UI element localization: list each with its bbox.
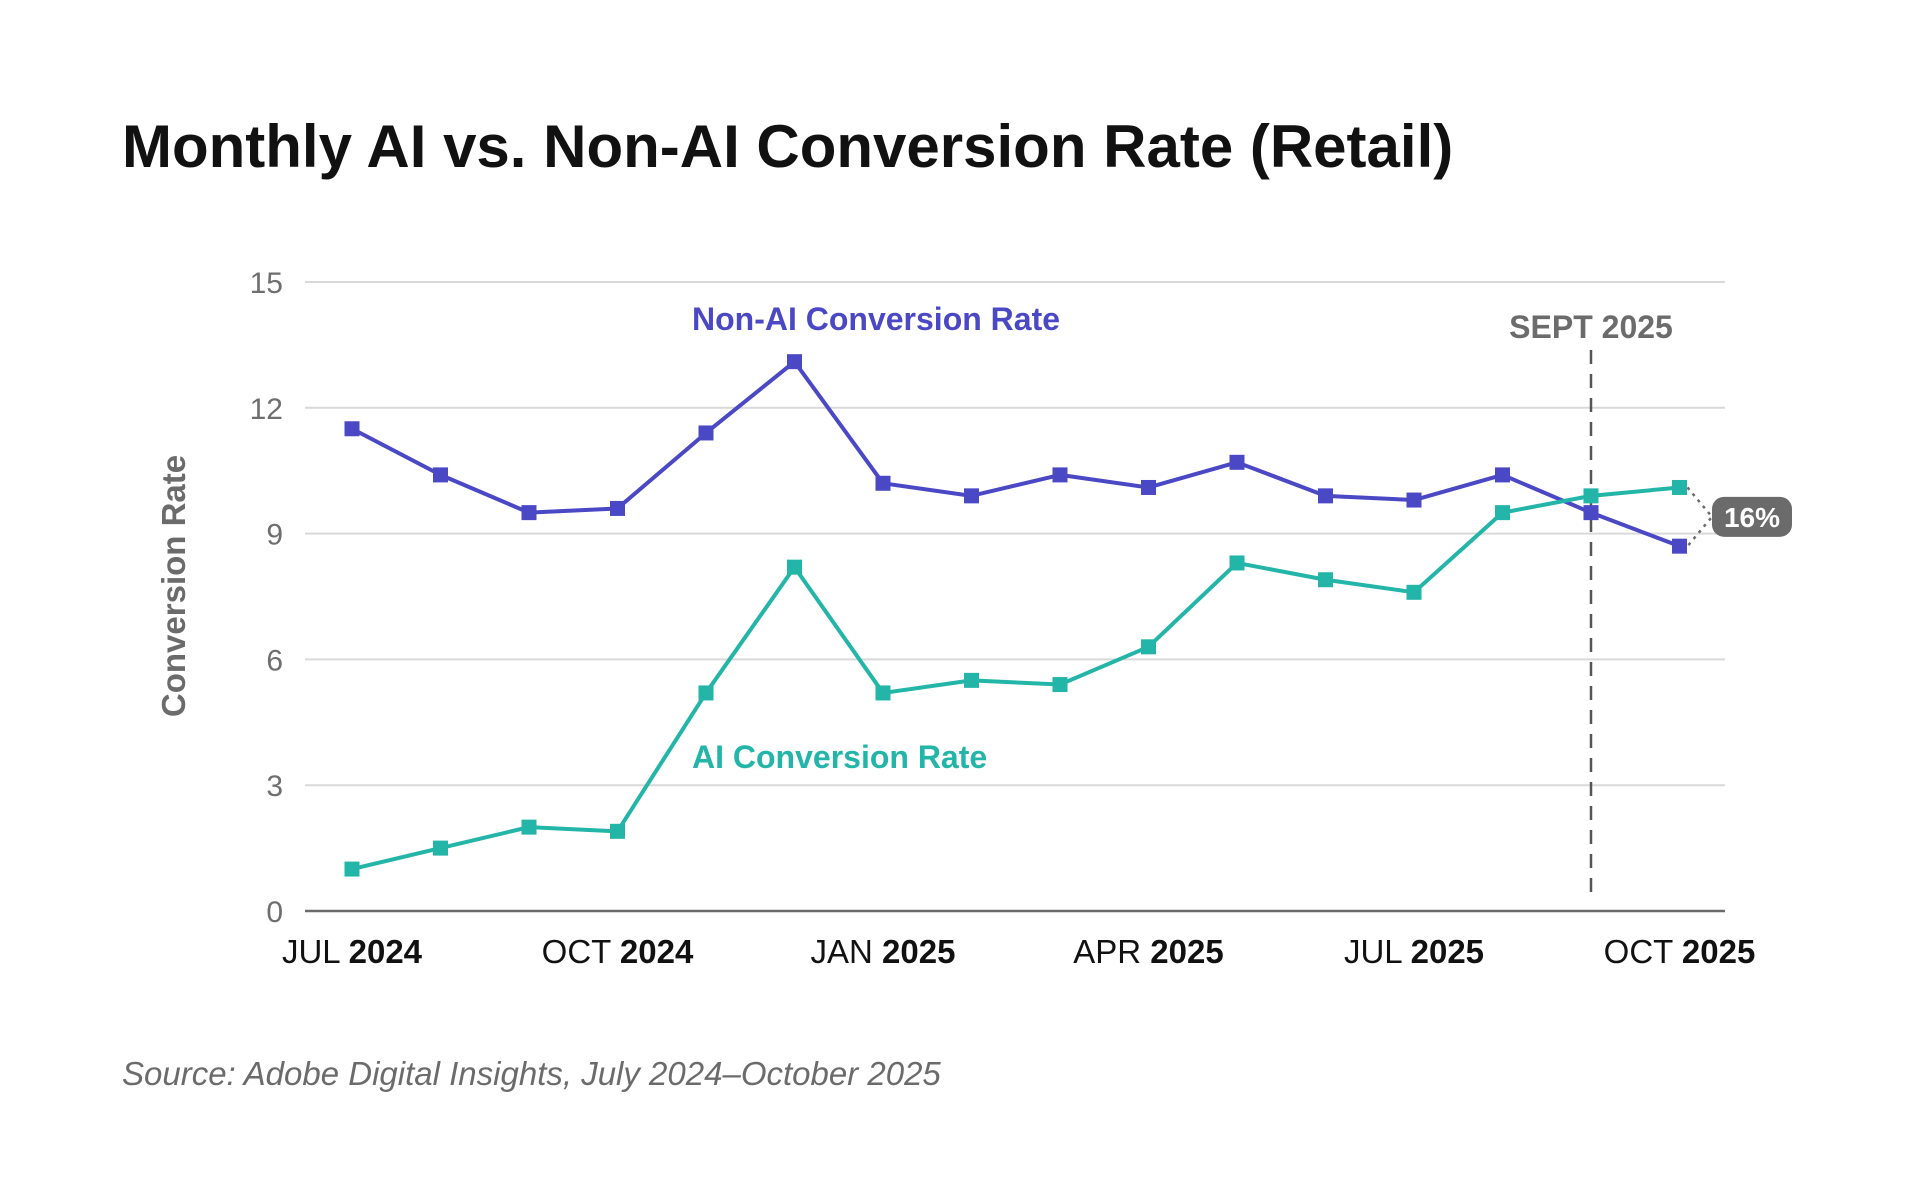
ai-data-point — [344, 861, 360, 877]
non-ai-series-label: Non-AI Conversion Rate — [692, 301, 1060, 337]
ai-data-point — [433, 840, 448, 856]
x-tick-month: APR — [1073, 933, 1150, 970]
non-ai-data-point — [1052, 467, 1068, 483]
x-tick-year: 2025 — [1411, 933, 1484, 970]
ai-series-label: AI Conversion Rate — [692, 739, 987, 775]
non-ai-data-point — [787, 354, 802, 370]
x-tick-label: APR 2025 — [1073, 933, 1223, 970]
ai-data-point — [1672, 479, 1687, 495]
ai-data-point — [964, 672, 979, 688]
non-ai-data-point — [1583, 505, 1599, 521]
y-axis-title: Conversion Rate — [155, 455, 192, 717]
non-ai-data-point — [1229, 454, 1245, 470]
non-ai-data-point — [610, 500, 625, 516]
source-note: Source: Adobe Digital Insights, July 202… — [122, 1055, 941, 1092]
series-labels: Non-AI Conversion Rate AI Conversion Rate — [692, 301, 1060, 775]
x-tick-month: OCT — [1604, 933, 1682, 970]
ai-data-point — [1495, 505, 1510, 521]
chart-title: Monthly AI vs. Non-AI Conversion Rate (R… — [122, 113, 1454, 180]
non-ai-data-point — [521, 505, 537, 521]
ai-series-line — [350, 485, 1682, 872]
ai-data-point — [875, 685, 891, 701]
y-tick-label: 6 — [266, 644, 283, 677]
ai-data-point — [787, 559, 802, 575]
x-tick-year: 2024 — [620, 933, 694, 970]
x-tick-year: 2025 — [1682, 933, 1755, 970]
annotations: SEPT 2025 16% — [1509, 309, 1792, 898]
non-ai-data-point — [698, 425, 714, 441]
gap-badge — [1712, 496, 1792, 537]
series-lines — [344, 354, 1687, 877]
non-ai-data-point — [344, 421, 360, 437]
ai-data-point — [1318, 572, 1333, 588]
non-ai-data-point — [1406, 492, 1422, 508]
x-tick-label: JUL 2024 — [282, 933, 423, 970]
ai-data-point — [1583, 488, 1599, 504]
ai-data-point — [1229, 555, 1245, 571]
non-ai-data-point — [1495, 467, 1510, 483]
x-tick-label: OCT 2025 — [1604, 933, 1756, 970]
x-tick-month: JAN — [811, 933, 883, 970]
non-ai-data-point — [964, 488, 979, 504]
non-ai-data-point — [1141, 479, 1156, 495]
ai-data-point — [1406, 584, 1422, 600]
x-tick-year: 2024 — [349, 933, 423, 970]
y-tick-labels: 0 3 6 9 12 15 — [250, 267, 283, 929]
y-tick-label: 15 — [250, 267, 283, 300]
x-tick-label: JUL 2025 — [1344, 933, 1484, 970]
non-ai-data-point — [875, 475, 891, 491]
ai-data-point — [610, 823, 625, 839]
x-tick-month: JUL — [282, 933, 349, 970]
non-ai-data-point — [433, 467, 448, 483]
non-ai-data-point — [1318, 488, 1333, 504]
gap-badge-label: 16% — [1724, 502, 1780, 533]
ai-data-point — [1141, 639, 1156, 655]
ai-data-point — [1052, 677, 1068, 693]
x-tick-year: 2025 — [1150, 933, 1223, 970]
non-ai-data-point — [1672, 538, 1687, 554]
grid-lines — [305, 281, 1725, 913]
x-tick-labels: JUL 2024 OCT 2024 JAN 2025 APR 2025 JUL 2025… — [282, 933, 1755, 970]
x-tick-label: OCT 2024 — [542, 933, 694, 970]
y-tick-label: 0 — [266, 896, 283, 929]
non-ai-series-line — [350, 359, 1682, 549]
ai-data-point — [698, 685, 714, 701]
y-tick-label: 9 — [266, 519, 283, 552]
x-tick-month: JUL — [1344, 933, 1411, 970]
y-tick-label: 3 — [266, 770, 283, 803]
sept-2025-label: SEPT 2025 — [1509, 309, 1673, 345]
x-tick-label: JAN 2025 — [811, 933, 956, 970]
gap-bracket — [1686, 486, 1714, 547]
x-tick-year: 2025 — [882, 933, 955, 970]
x-tick-month: OCT — [542, 933, 620, 970]
y-tick-label: 12 — [250, 393, 283, 426]
ai-data-point — [521, 819, 537, 835]
